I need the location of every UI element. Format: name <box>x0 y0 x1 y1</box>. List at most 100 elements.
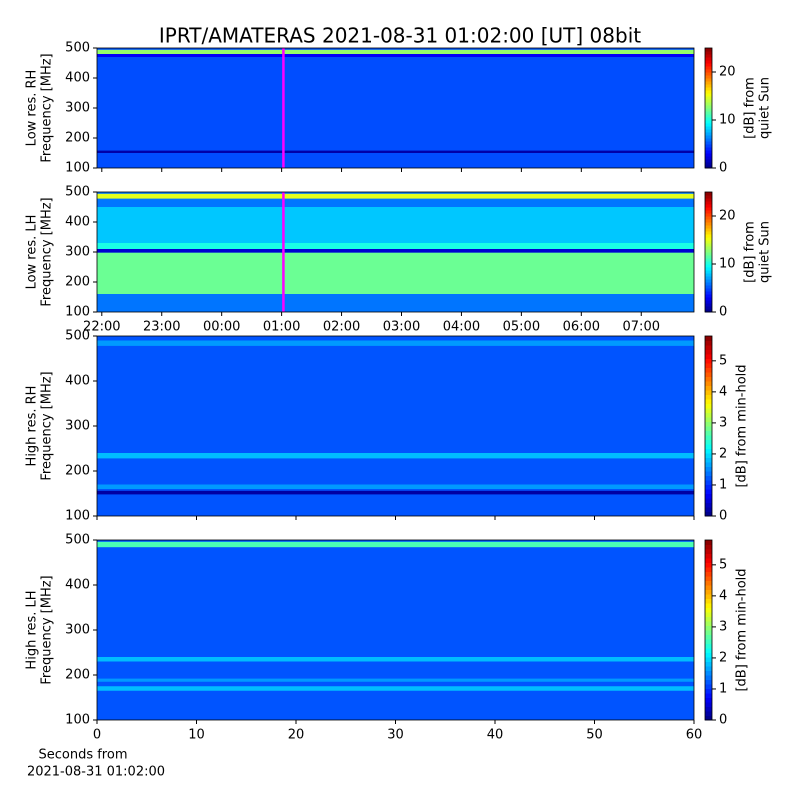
colorbar-tick-label: 3 <box>719 415 727 430</box>
colorbar-tick-label: 1 <box>719 477 727 492</box>
colorbar-tick-label: 2 <box>719 650 727 665</box>
heatmap-band <box>97 453 694 459</box>
colorbar-segment <box>705 621 712 626</box>
heatmap-band <box>97 541 694 548</box>
colorbar-segment <box>705 48 712 52</box>
colorbar-segment <box>705 90 712 94</box>
colorbar-tick-label: 20 <box>719 209 736 224</box>
x-tick-label: 00:00 <box>203 320 240 335</box>
colorbar-segment <box>705 616 712 622</box>
colorbar-segment <box>705 102 712 106</box>
colorbar-segment <box>705 394 712 400</box>
colorbar-segment <box>705 303 712 307</box>
colorbar-segment <box>705 216 712 220</box>
colorbar-segment <box>705 123 712 127</box>
x-tick-label: 10 <box>188 728 205 743</box>
colorbar-segment <box>705 99 712 103</box>
colorbar-segment <box>705 652 712 658</box>
x-tick-label: 60 <box>686 728 703 743</box>
colorbar-tick-label: 3 <box>719 619 727 634</box>
colorbar-segment <box>705 108 712 112</box>
colorbar-label: quiet Sun <box>758 77 773 139</box>
colorbar-segment <box>705 340 712 346</box>
colorbar-segment <box>705 159 712 163</box>
colorbar-segment <box>705 249 712 253</box>
colorbar-tick-label: 1 <box>719 681 727 696</box>
y-axis-label: High res. LH <box>25 590 40 669</box>
colorbar-segment <box>705 51 712 55</box>
colorbar-segment <box>705 489 712 494</box>
colorbar-tick-label: 4 <box>719 588 727 603</box>
y-axis-label: Low res. LH <box>25 215 40 290</box>
y-tick-label: 400 <box>65 71 90 86</box>
colorbar-segment <box>705 412 712 418</box>
y-axis-label: Frequency [MHz] <box>40 575 55 684</box>
colorbar-segment <box>705 240 712 244</box>
colorbar-segment <box>705 231 712 235</box>
colorbar-segment <box>705 661 712 667</box>
colorbar-segment <box>705 417 712 422</box>
colorbar-tick-label: 0 <box>719 713 727 728</box>
colorbar-segment <box>705 571 712 577</box>
heatmap-background <box>97 48 694 168</box>
colorbar-segment <box>705 81 712 85</box>
colorbar-segment <box>705 612 712 617</box>
colorbar-segment <box>705 63 712 67</box>
y-tick-label: 100 <box>65 161 90 176</box>
colorbar-segment <box>705 279 712 283</box>
y-tick-label: 500 <box>65 533 90 548</box>
colorbar-segment <box>705 222 712 226</box>
x-tick-label: 02:00 <box>323 320 360 335</box>
x-tick-label: 01:00 <box>263 320 300 335</box>
colorbar-segment <box>705 228 712 232</box>
colorbar-segment <box>705 138 712 142</box>
colorbar-label: quiet Sun <box>758 221 773 283</box>
colorbar-segment <box>705 675 712 680</box>
colorbar-segment <box>705 585 712 590</box>
colorbar-segment <box>705 706 712 712</box>
colorbar-frame <box>704 335 713 517</box>
colorbar-segment <box>705 666 712 671</box>
colorbar-label: [dB] from <box>743 77 758 139</box>
x-tick-label: 05:00 <box>503 320 540 335</box>
colorbar-segment <box>705 246 712 250</box>
heatmap-band <box>97 193 694 199</box>
colorbar-segment <box>705 204 712 208</box>
y-tick-label: 200 <box>65 464 90 479</box>
heatmap-band <box>97 490 694 495</box>
heatmap-band <box>97 249 694 253</box>
colorbar-segment <box>705 345 712 350</box>
colorbar-segment <box>705 453 712 458</box>
colorbar-segment <box>705 105 712 109</box>
colorbar-segment <box>705 192 712 196</box>
y-tick-label: 100 <box>65 305 90 320</box>
colorbar-segment <box>705 165 712 169</box>
colorbar-segment <box>705 237 712 241</box>
colorbar-segment <box>705 276 712 280</box>
colorbar-segment <box>705 448 712 454</box>
colorbar-segment <box>705 511 712 517</box>
colorbar-segment <box>705 502 712 508</box>
heatmap-band <box>97 243 694 249</box>
colorbar-segment <box>705 598 712 604</box>
colorbar-segment <box>705 540 712 545</box>
y-axis-label: Frequency [MHz] <box>40 53 55 162</box>
colorbar-segment <box>705 285 712 289</box>
colorbar-segment <box>705 553 712 559</box>
colorbar-segment <box>705 679 712 685</box>
colorbar-segment <box>705 195 712 199</box>
colorbar-segment <box>705 657 712 662</box>
colorbar-segment <box>705 282 712 286</box>
colorbar-segment <box>705 306 712 310</box>
colorbar-segment <box>705 270 712 274</box>
x-tick-label: 03:00 <box>383 320 420 335</box>
colorbar-segment <box>705 114 712 118</box>
colorbar-segment <box>705 354 712 359</box>
colorbar-segment <box>705 126 712 130</box>
colorbar-segment <box>705 426 712 431</box>
colorbar-segment <box>705 435 712 440</box>
x-axis-label: 2021-08-31 01:02:00 <box>27 765 165 780</box>
colorbar-segment <box>705 372 712 377</box>
colorbar-tick-label: 5 <box>719 353 727 368</box>
colorbar-segment <box>705 297 712 301</box>
